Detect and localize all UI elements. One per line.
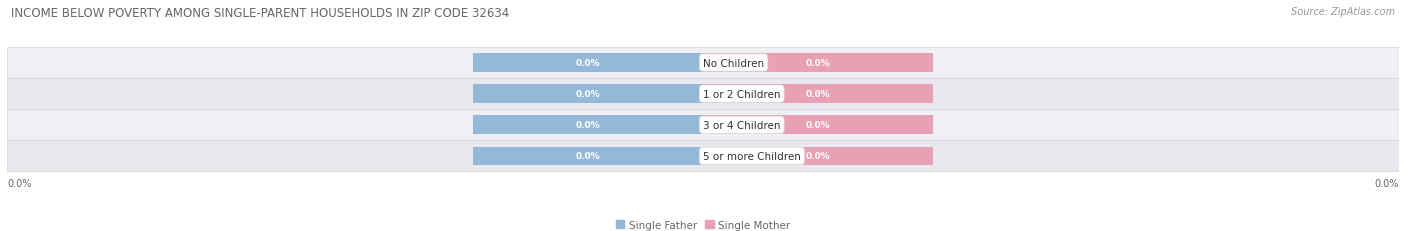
Text: 0.0%: 0.0% [576,90,600,99]
Text: 5 or more Children: 5 or more Children [703,151,801,161]
Text: 0.0%: 0.0% [806,59,830,68]
Bar [7,110,1399,141]
Bar [7,141,1399,172]
Text: INCOME BELOW POVERTY AMONG SINGLE-PARENT HOUSEHOLDS IN ZIP CODE 32634: INCOME BELOW POVERTY AMONG SINGLE-PARENT… [11,7,509,20]
Text: 0.0%: 0.0% [806,121,830,130]
Text: 0.0%: 0.0% [576,152,600,161]
Text: 0.0%: 0.0% [7,178,31,188]
Bar [7,48,1399,79]
Bar [474,85,703,103]
Text: 0.0%: 0.0% [806,152,830,161]
Bar [703,147,932,165]
Text: Source: ZipAtlas.com: Source: ZipAtlas.com [1291,7,1395,17]
Bar [474,147,703,165]
Text: 0.0%: 0.0% [576,121,600,130]
Bar [474,116,703,134]
Bar [7,79,1399,110]
Bar [703,54,932,73]
Bar [703,116,932,134]
Legend: Single Father, Single Mother: Single Father, Single Mother [612,216,794,231]
Text: 3 or 4 Children: 3 or 4 Children [703,120,780,130]
Text: 1 or 2 Children: 1 or 2 Children [703,89,780,99]
Text: No Children: No Children [703,58,763,68]
Bar [474,54,703,73]
Bar [703,85,932,103]
Text: 0.0%: 0.0% [1375,178,1399,188]
Text: 0.0%: 0.0% [806,90,830,99]
Text: 0.0%: 0.0% [576,59,600,68]
